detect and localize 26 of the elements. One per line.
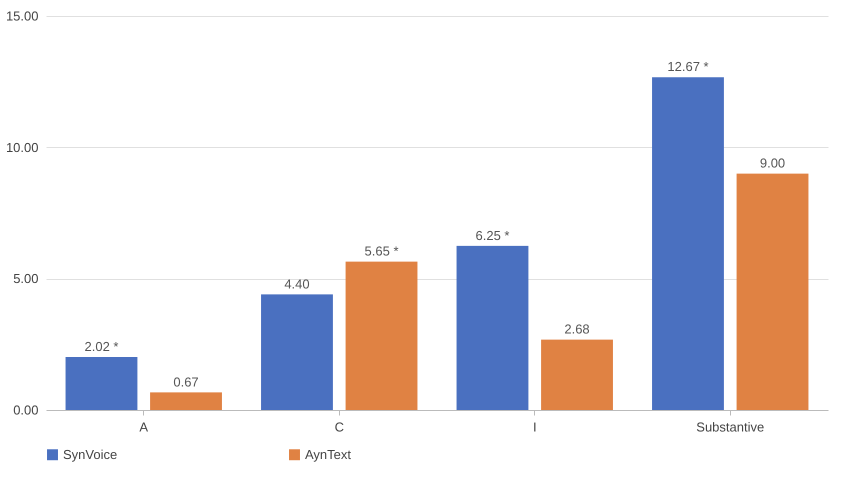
bar: [261, 294, 333, 410]
data-label: 5.65 *: [364, 244, 399, 259]
data-label: 2.68: [564, 322, 590, 337]
bar: [150, 392, 222, 410]
legend-label: SynVoice: [63, 446, 118, 462]
bar: [541, 340, 613, 410]
x-tick-label: A: [139, 420, 148, 434]
bar: [652, 77, 724, 410]
data-label: 0.67: [173, 374, 199, 390]
data-label: 6.25 *: [475, 228, 510, 243]
x-tick-label: I: [532, 420, 537, 434]
y-tick-label: 10.00: [6, 140, 38, 155]
x-tick-label: C: [334, 420, 344, 434]
bar: [736, 174, 808, 410]
data-label: 9.00: [760, 156, 786, 171]
legend-label: AynText: [305, 446, 352, 462]
data-label: 4.40: [284, 276, 310, 292]
bar: [346, 262, 418, 410]
y-tick-label: 0.00: [13, 402, 38, 418]
data-label: 2.02 *: [84, 338, 118, 354]
bar: [456, 246, 528, 410]
y-tick-label: 15.00: [6, 8, 38, 24]
x-tick-label: Substantive: [696, 420, 764, 434]
y-tick-label: 5.00: [13, 271, 38, 286]
bar: [66, 356, 138, 410]
data-label: 12.67 *: [667, 59, 709, 74]
